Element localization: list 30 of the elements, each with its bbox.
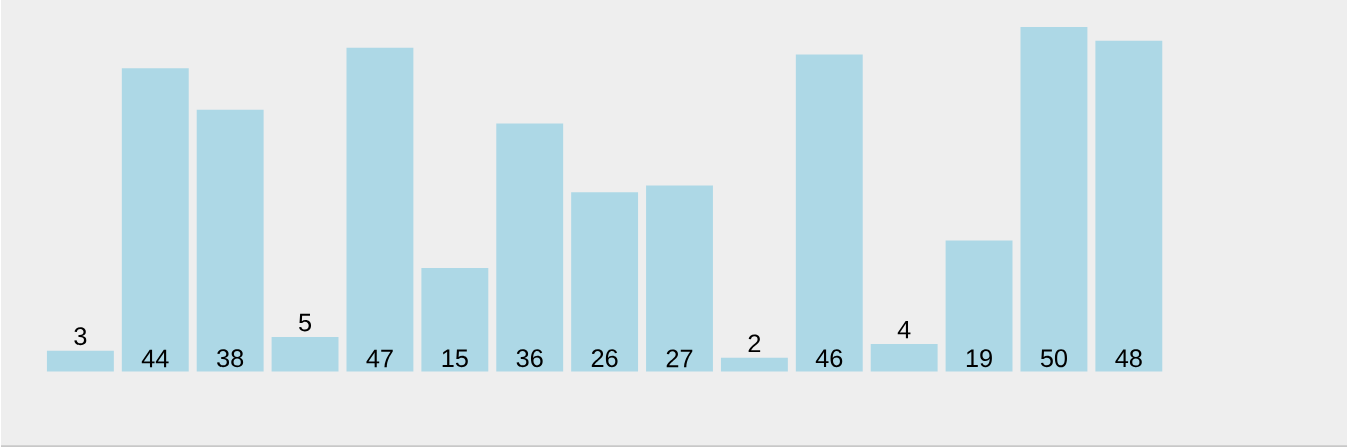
data-label: 2 xyxy=(748,334,761,352)
bar xyxy=(421,267,489,372)
data-label: 46 xyxy=(815,349,843,368)
bar xyxy=(571,192,639,372)
bar xyxy=(46,350,114,372)
data-label: 19 xyxy=(966,349,992,368)
bar xyxy=(496,123,564,372)
data-label: 5 xyxy=(299,313,312,332)
bar xyxy=(196,109,264,372)
data-label: 47 xyxy=(366,349,393,368)
data-label: 3 xyxy=(74,327,87,346)
data-label: 15 xyxy=(442,349,468,368)
data-label: 27 xyxy=(666,349,693,368)
data-label: 26 xyxy=(591,349,618,368)
data-label: 4 xyxy=(897,320,911,339)
bar xyxy=(346,47,414,372)
data-label: 48 xyxy=(1115,349,1142,368)
data-label: 50 xyxy=(1040,349,1068,368)
bar xyxy=(271,336,339,372)
data-label: 38 xyxy=(217,349,244,368)
bar xyxy=(870,343,938,372)
bar xyxy=(1020,26,1088,372)
data-label: 44 xyxy=(141,349,169,368)
bar xyxy=(1095,40,1163,372)
bar xyxy=(795,54,863,372)
bar xyxy=(121,68,189,372)
bar xyxy=(945,240,1013,372)
data-label: 36 xyxy=(516,349,543,368)
bar xyxy=(646,185,713,372)
bar xyxy=(720,357,788,372)
